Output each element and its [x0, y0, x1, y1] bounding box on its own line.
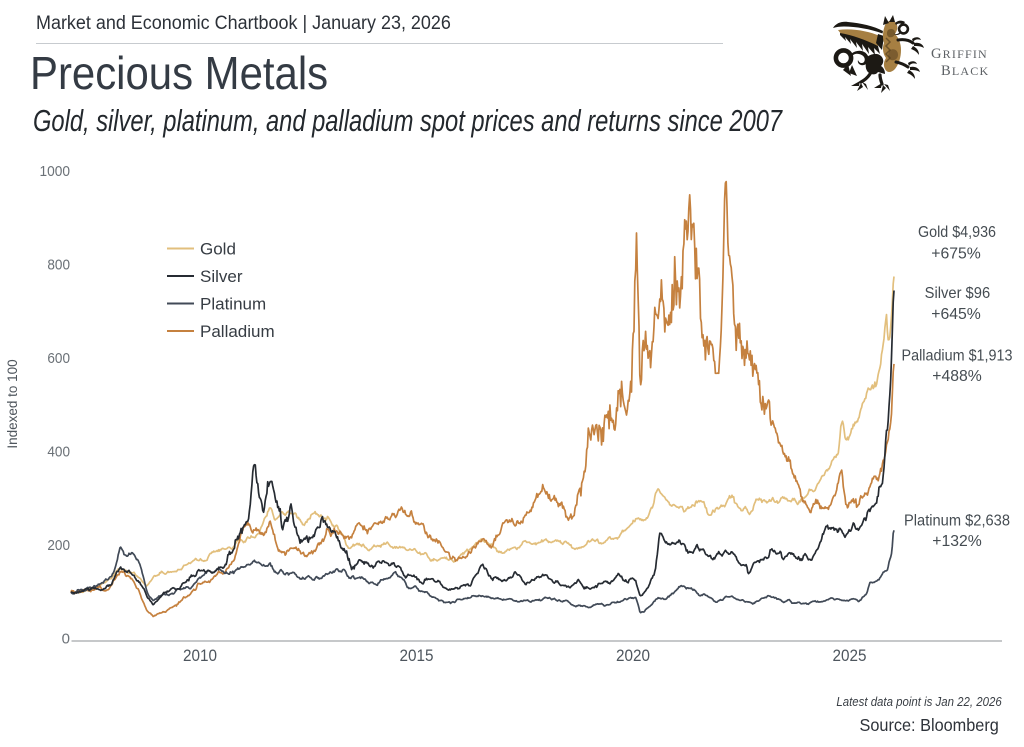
svg-text:1000: 1000: [40, 163, 71, 180]
svg-text:2025: 2025: [833, 647, 867, 665]
svg-text:2010: 2010: [183, 647, 217, 665]
svg-text:Palladium: Palladium: [200, 322, 275, 341]
svg-text:0: 0: [62, 631, 70, 648]
svg-text:Platinum: Platinum: [200, 295, 266, 314]
svg-text:+675%: +675%: [931, 245, 981, 262]
svg-text:Palladium $1,913: Palladium $1,913: [902, 348, 1013, 365]
svg-text:2020: 2020: [616, 647, 650, 665]
svg-text:BLACK: BLACK: [941, 63, 989, 79]
svg-text:+645%: +645%: [931, 306, 981, 323]
svg-text:Silver: Silver: [200, 267, 243, 286]
svg-text:2015: 2015: [400, 647, 434, 665]
svg-text:Indexed to 100: Indexed to 100: [5, 359, 20, 448]
svg-text:600: 600: [47, 350, 70, 367]
svg-text:800: 800: [47, 257, 70, 274]
svg-text:GRIFFIN: GRIFFIN: [931, 46, 988, 62]
svg-text:+132%: +132%: [932, 533, 982, 550]
svg-text:+488%: +488%: [932, 368, 982, 385]
svg-text:400: 400: [47, 444, 70, 461]
svg-text:200: 200: [47, 537, 70, 554]
svg-text:Platinum $2,638: Platinum $2,638: [904, 513, 1010, 530]
svg-text:Silver $96: Silver $96: [925, 285, 991, 302]
svg-text:Gold $4,936: Gold $4,936: [918, 224, 996, 241]
svg-text:Gold: Gold: [200, 240, 236, 259]
